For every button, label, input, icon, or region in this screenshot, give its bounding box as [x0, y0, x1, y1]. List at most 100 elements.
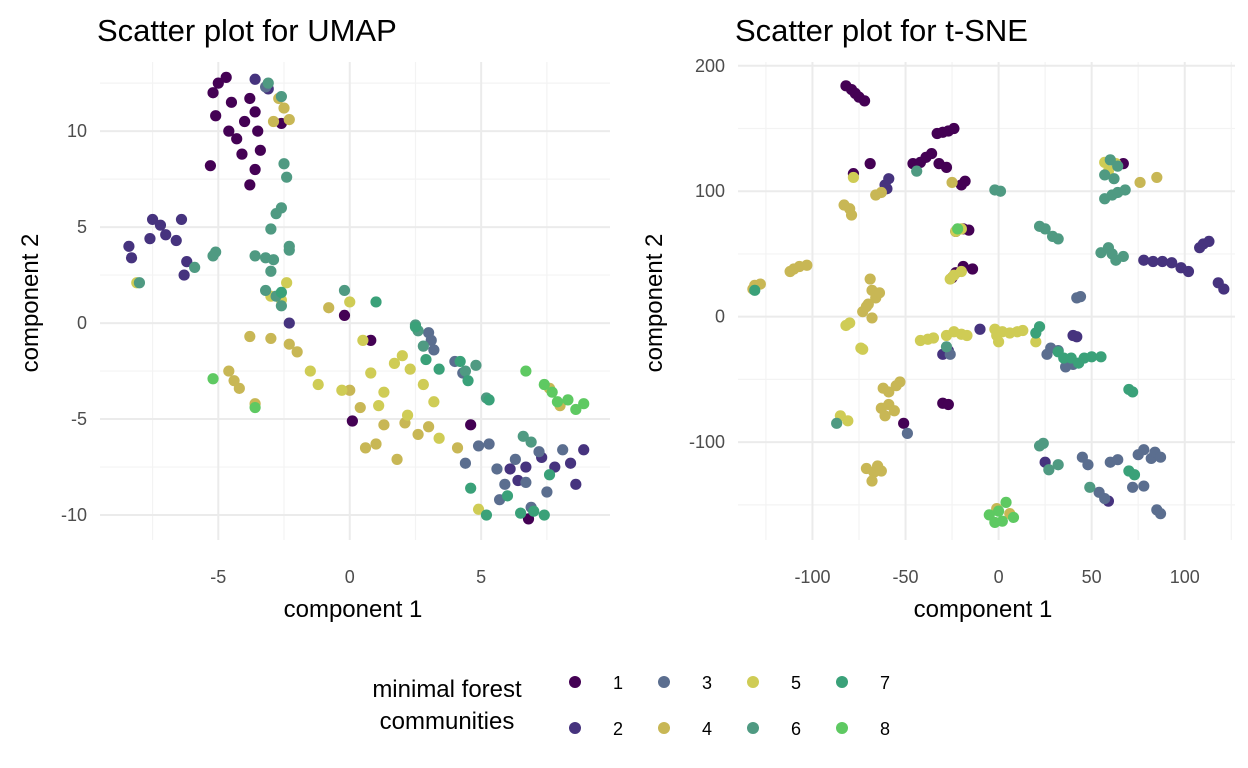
umap-point-group-2	[160, 229, 172, 241]
tsne-point-group-6	[831, 417, 843, 429]
tsne-point-group-2	[1182, 265, 1195, 278]
umap-point-group-4	[244, 330, 256, 343]
umap-y-tick-label: 5	[77, 217, 87, 237]
tsne-point-group-4	[873, 287, 886, 299]
tsne-point-group-6	[1037, 437, 1049, 449]
umap-point-group-8	[538, 378, 550, 391]
umap-point-group-5	[428, 396, 440, 408]
tsne-point-group-7	[1095, 351, 1107, 363]
legend-key-2	[569, 722, 581, 734]
umap-point-group-6	[133, 277, 146, 289]
tsne-point-group-8	[996, 515, 1008, 527]
umap-point-group-2	[144, 233, 156, 245]
umap-point-group-1	[465, 419, 477, 431]
umap-point-group-7	[420, 353, 432, 366]
umap-point-group-1	[220, 71, 232, 83]
umap-point-group-1	[338, 309, 351, 321]
umap-point-group-7	[409, 321, 422, 333]
umap-point-group-7	[501, 490, 514, 502]
umap-point-group-5	[404, 363, 416, 375]
tsne-point-group-5	[844, 317, 856, 329]
umap-point-group-1	[238, 115, 251, 128]
tsne-point-group-2	[1156, 255, 1169, 268]
umap-point-group-5	[417, 378, 429, 391]
legend-label-1: 1	[613, 673, 623, 693]
tsne-gridlines	[738, 62, 1235, 540]
tsne-point-group-2	[1218, 283, 1230, 295]
tsne-x-tick-label: 50	[1082, 567, 1102, 587]
tsne-point-group-4	[864, 273, 876, 285]
umap-point-group-1	[346, 415, 358, 427]
umap-plot-title: Scatter plot for UMAP	[97, 13, 397, 48]
umap-point-group-6	[207, 250, 219, 262]
legend-key-4	[658, 722, 670, 734]
umap-point-group-2	[146, 213, 159, 226]
legend-key-6	[747, 722, 759, 734]
tsne-point-group-6	[940, 341, 953, 353]
tsne-point-group-6	[1117, 250, 1129, 263]
legend-key-1	[569, 676, 581, 688]
umap-point-group-6	[281, 171, 293, 183]
tsne-x-tick-label: 100	[1170, 567, 1200, 587]
tsne-point-group-5	[992, 336, 1005, 348]
tsne-panel: -100 -50 0 50 100 -100 0 100 200 Scatter plot fo…	[641, 13, 1235, 623]
umap-point-group-7	[465, 482, 477, 494]
umap-point-group-7	[543, 469, 556, 481]
umap-point-group-3	[541, 486, 553, 498]
umap-point-group-4	[370, 438, 382, 450]
umap-point-group-1	[365, 334, 377, 346]
umap-point-group-2	[578, 444, 590, 456]
umap-point-group-3	[483, 438, 495, 450]
umap-point-group-6	[470, 359, 482, 371]
umap-y-tick-label: -10	[61, 505, 87, 525]
tsne-point-group-8	[1007, 511, 1020, 524]
umap-point-group-3	[557, 444, 569, 456]
umap-x-axis-title: component 1	[284, 596, 423, 623]
tsne-point-group-6	[1108, 173, 1120, 185]
tsne-point-group-6	[1043, 464, 1055, 476]
umap-point-group-7	[433, 363, 445, 375]
umap-y-tick-label: 0	[77, 313, 87, 333]
umap-point-group-4	[423, 421, 435, 433]
umap-panel: -5 0 5 -10 -5 0 5 10 Scatter plot for UMAP comp…	[17, 13, 610, 623]
tsne-y-tick-label: 0	[715, 307, 725, 327]
umap-point-group-1	[231, 133, 243, 145]
umap-point-group-6	[189, 261, 201, 274]
umap-point-group-7	[538, 509, 550, 521]
umap-point-group-8	[562, 394, 574, 406]
umap-point-group-4	[278, 102, 290, 114]
tsne-point-group-4	[888, 405, 900, 417]
umap-point-group-2	[175, 213, 188, 226]
umap-point-group-3	[428, 344, 440, 356]
tsne-point-group-2	[974, 323, 986, 335]
tsne-point-group-6	[994, 185, 1007, 197]
tsne-point-group-5	[847, 171, 860, 184]
umap-point-group-1	[204, 160, 217, 172]
umap-point-group-8	[520, 365, 532, 377]
umap-point-group-2	[170, 234, 182, 247]
umap-point-group-7	[480, 509, 493, 521]
tsne-point-group-2	[1138, 254, 1150, 266]
tsne-point-group-4	[946, 176, 958, 189]
legend-key-3	[658, 676, 670, 688]
legend-label-5: 5	[791, 673, 801, 693]
tsne-point-group-7	[749, 284, 761, 296]
umap-point-group-2	[154, 219, 167, 231]
legend-label-4: 4	[702, 719, 712, 739]
umap-point-group-4	[228, 375, 240, 387]
umap-point-group-5	[281, 277, 293, 289]
umap-point-group-8	[207, 373, 219, 385]
tsne-point-group-8	[992, 505, 1005, 517]
umap-point-group-6	[275, 300, 287, 312]
tsne-point-group-1	[959, 175, 971, 187]
umap-point-group-1	[244, 92, 256, 105]
umap-point-group-7	[483, 394, 495, 406]
tsne-point-group-4	[801, 259, 813, 271]
tsne-point-group-2	[1071, 331, 1083, 343]
umap-point-group-1	[207, 87, 219, 99]
tsne-point-group-6	[1084, 481, 1096, 493]
umap-point-group-4	[223, 365, 235, 377]
tsne-point-group-4	[1151, 171, 1163, 184]
umap-point-group-2	[520, 461, 532, 473]
